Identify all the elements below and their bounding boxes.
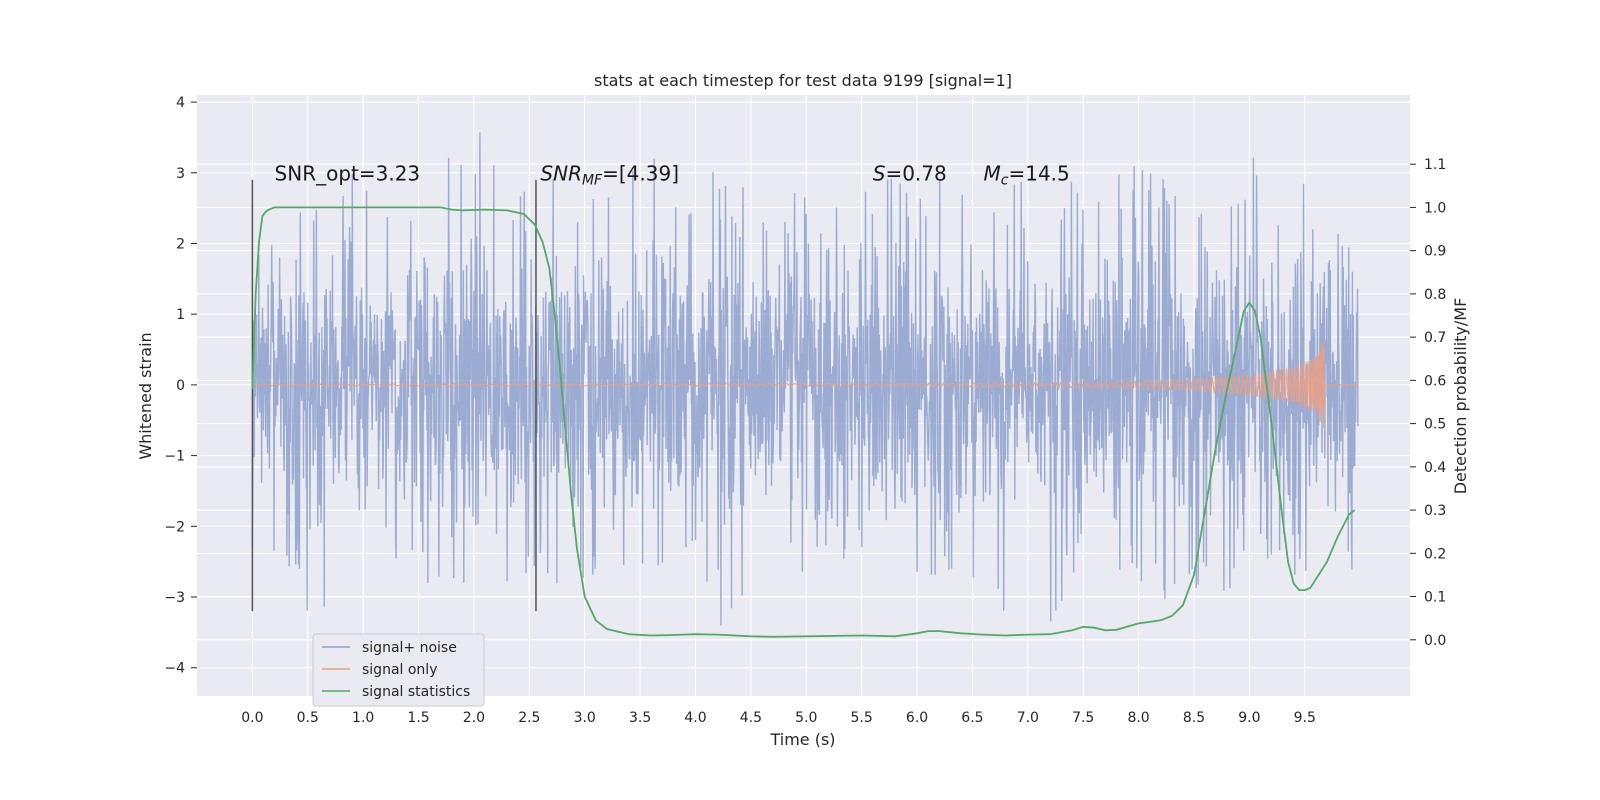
x-tick-label: 5.5 bbox=[851, 710, 873, 726]
y2-tick-label: 1.0 bbox=[1424, 200, 1446, 216]
y-tick-label: 4 bbox=[176, 95, 185, 111]
y2-axis-label: Detection probability/MF bbox=[1451, 298, 1470, 495]
y2-tick-label: 0.6 bbox=[1424, 373, 1446, 389]
x-tick-label: 0.5 bbox=[297, 710, 319, 726]
y2-tick-label: 0.7 bbox=[1424, 330, 1446, 346]
y2-tick-label: 0.4 bbox=[1424, 460, 1446, 476]
y-tick-label: −2 bbox=[164, 519, 185, 535]
legend-label-signal-statistics: signal statistics bbox=[362, 684, 470, 700]
x-tick-label: 8.0 bbox=[1127, 710, 1149, 726]
y2-tick-label: 0.2 bbox=[1424, 546, 1446, 562]
y-tick-label: −3 bbox=[164, 590, 185, 606]
x-tick-label: 4.5 bbox=[740, 710, 762, 726]
noise-trace bbox=[251, 132, 1359, 626]
y2-tick-label: 0.5 bbox=[1424, 417, 1446, 433]
chart-title: stats at each timestep for test data 919… bbox=[594, 71, 1012, 90]
x-tick-label: 4.0 bbox=[684, 710, 706, 726]
legend-label-signal-only: signal only bbox=[362, 662, 437, 678]
y2-tick-label: 0.0 bbox=[1424, 633, 1446, 649]
y-tick-label: 3 bbox=[176, 166, 185, 182]
y2-tick-label: 0.3 bbox=[1424, 503, 1446, 519]
stats-line bbox=[251, 206, 1356, 638]
legend: signal+ noise signal only signal statist… bbox=[312, 633, 485, 707]
x-tick-label: 6.5 bbox=[961, 710, 983, 726]
legend-label-signal-noise: signal+ noise bbox=[362, 640, 457, 656]
x-tick-label: 3.0 bbox=[574, 710, 596, 726]
x-axis-label: Time (s) bbox=[769, 730, 835, 749]
y-axis-label: Whitened strain bbox=[136, 332, 155, 459]
annotation: SNR_opt=3.23 bbox=[275, 161, 421, 185]
x-tick-label: 2.5 bbox=[518, 710, 540, 726]
series-signal-only bbox=[252, 340, 1358, 429]
legend-box bbox=[312, 633, 485, 707]
annotation: Mc=14.5 bbox=[984, 161, 1070, 188]
annotation: S=0.78 bbox=[873, 161, 947, 185]
x-tick-label: 7.0 bbox=[1017, 710, 1039, 726]
x-tick-label: 1.0 bbox=[352, 710, 374, 726]
annotation: SNRMF=[4.39] bbox=[540, 161, 679, 188]
tick-labels: 0.0 0.5 1.0 1.5 2.0 2.5 3.0 3.5 4.0 4.5 5.0 5.5 6.0 6… bbox=[164, 95, 1446, 726]
x-tick-label: 7.5 bbox=[1072, 710, 1094, 726]
x-tick-label: 8.5 bbox=[1183, 710, 1205, 726]
y2-tick-label: 0.8 bbox=[1424, 287, 1446, 303]
y2-tick-label: 0.9 bbox=[1424, 244, 1446, 260]
x-tick-label: 0.0 bbox=[241, 710, 263, 726]
y-tick-label: 0 bbox=[176, 378, 185, 394]
y2-tick-label: 0.1 bbox=[1424, 590, 1446, 606]
x-tick-label: 2.0 bbox=[463, 710, 485, 726]
y-tick-label: −4 bbox=[164, 661, 185, 677]
series-signal-noise bbox=[251, 132, 1359, 626]
x-tick-label: 9.5 bbox=[1294, 710, 1316, 726]
y-tick-label: 1 bbox=[176, 307, 185, 323]
x-tick-label: 6.0 bbox=[906, 710, 928, 726]
signal-chirp bbox=[252, 340, 1358, 429]
x-tick-label: 1.5 bbox=[407, 710, 429, 726]
x-tick-label: 3.5 bbox=[629, 710, 651, 726]
annotations: SNR_opt=3.23 SNRMF=[4.39] S=0.78 Mc=14.5 bbox=[275, 161, 1070, 188]
y-tick-label: −1 bbox=[164, 449, 185, 465]
y-tick-label: 2 bbox=[176, 236, 185, 252]
y2-tick-label: 1.1 bbox=[1424, 157, 1446, 173]
x-tick-label: 9.0 bbox=[1238, 710, 1260, 726]
vertical-markers bbox=[251, 179, 537, 612]
x-tick-label: 5.0 bbox=[795, 710, 817, 726]
series-signal-statistics bbox=[251, 206, 1356, 638]
